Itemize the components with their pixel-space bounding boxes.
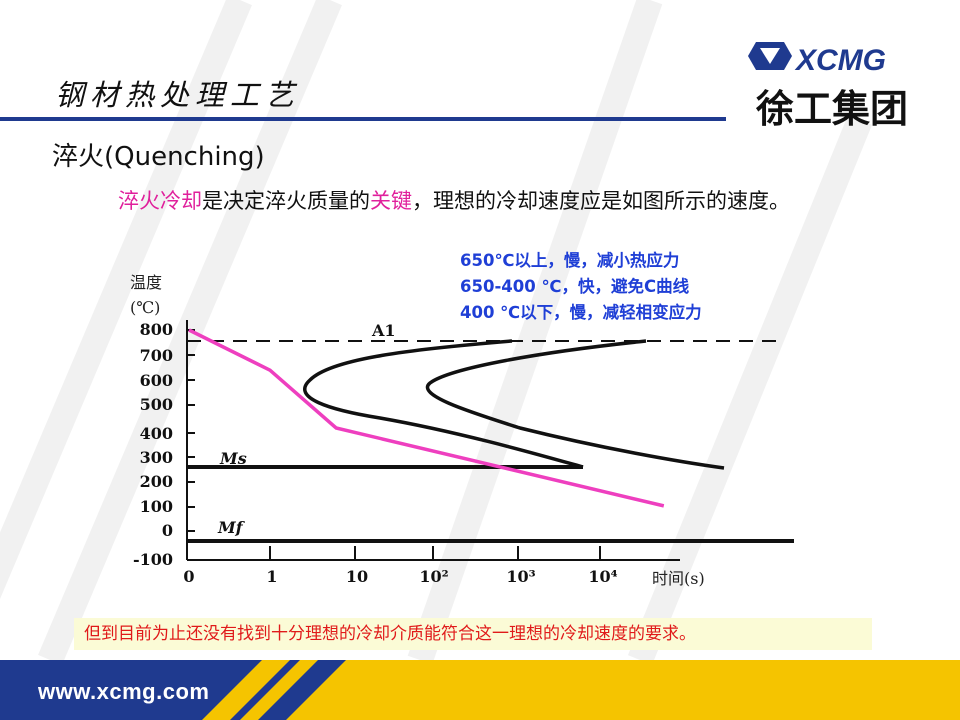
bottom-note: 但到目前为止还没有找到十分理想的冷却介质能符合这一理想的冷却速度的要求。 (74, 618, 872, 650)
x-tick-label: 10⁴ (588, 567, 617, 586)
y-axis-label-line1: 温度 (130, 273, 162, 292)
logo-wordmark: XCMG (794, 44, 886, 77)
y-tick-label: 300 (140, 448, 173, 467)
footer-accent (202, 660, 960, 720)
y-tick-marks (187, 329, 195, 532)
logo-chinese: 徐工集团 (755, 87, 908, 130)
intro-paragraph: 淬火冷却是决定淬火质量的关键，理想的冷却速度应是如图所示的速度。 (52, 185, 892, 217)
title-divider (0, 117, 726, 121)
y-tick-label: 500 (140, 395, 173, 414)
x-ticks: 0 1 10 10² 10³ 10⁴ (183, 567, 617, 586)
y-tick-label: -100 (133, 550, 173, 569)
y-tick-label: 200 (140, 472, 173, 491)
y-tick-label: 600 (140, 371, 173, 390)
y-tick-label: 800 (140, 320, 173, 339)
note-line-1: 650℃以上，慢，减小热应力 (460, 251, 680, 270)
y-tick-label: 400 (140, 424, 173, 443)
start-c-curve (303, 339, 584, 469)
cooling-notes: 650℃以上，慢，减小热应力 650-400 ℃，快，避免C曲线 400 ℃以下… (460, 248, 702, 326)
a1-label: A1 (371, 321, 396, 340)
page-title: 钢材热处理工艺 (55, 78, 301, 112)
y-tick-label: 700 (140, 346, 173, 365)
y-axis-label-line2: (℃) (130, 298, 160, 317)
y-tick-label: 0 (162, 521, 173, 540)
ideal-cooling-curve (188, 328, 665, 508)
section-title: 淬火(Quenching) (52, 142, 265, 172)
x-tick-label: 1 (266, 567, 277, 586)
xcmg-logo: XCMG 徐工集团 (748, 42, 908, 130)
ms-label: Ms (219, 449, 247, 468)
y-ticks: 800 700 600 500 400 300 200 100 0 -100 (133, 320, 173, 569)
intro-highlight-2: 关键 (370, 189, 412, 213)
x-tick-label: 10³ (506, 567, 535, 586)
y-tick-label: 100 (140, 497, 173, 516)
note-line-3: 400 ℃以下，慢，减轻相变应力 (460, 303, 702, 322)
intro-highlight-1: 淬火冷却 (118, 189, 202, 213)
x-tick-marks (269, 546, 601, 560)
x-tick-label: 0 (183, 567, 194, 586)
xcmg-emblem-icon (748, 42, 792, 70)
mf-label: Mf (217, 518, 246, 537)
footer-bar: www.xcmg.com (0, 660, 960, 720)
intro-text-1: 是决定淬火质量的 (202, 189, 370, 213)
intro-text-2: ，理想的冷却速度应是如图所示的速度。 (412, 189, 790, 213)
ttt-diagram: 温度 (℃) 时间(s) 800 700 600 500 400 300 200… (130, 273, 794, 588)
footer-url: www.xcmg.com (38, 679, 210, 704)
x-tick-label: 10² (419, 567, 448, 586)
x-axis-label: 时间(s) (652, 569, 705, 588)
finish-c-curve (425, 339, 725, 470)
note-line-2: 650-400 ℃，快，避免C曲线 (460, 277, 690, 296)
x-tick-label: 10 (346, 567, 368, 586)
